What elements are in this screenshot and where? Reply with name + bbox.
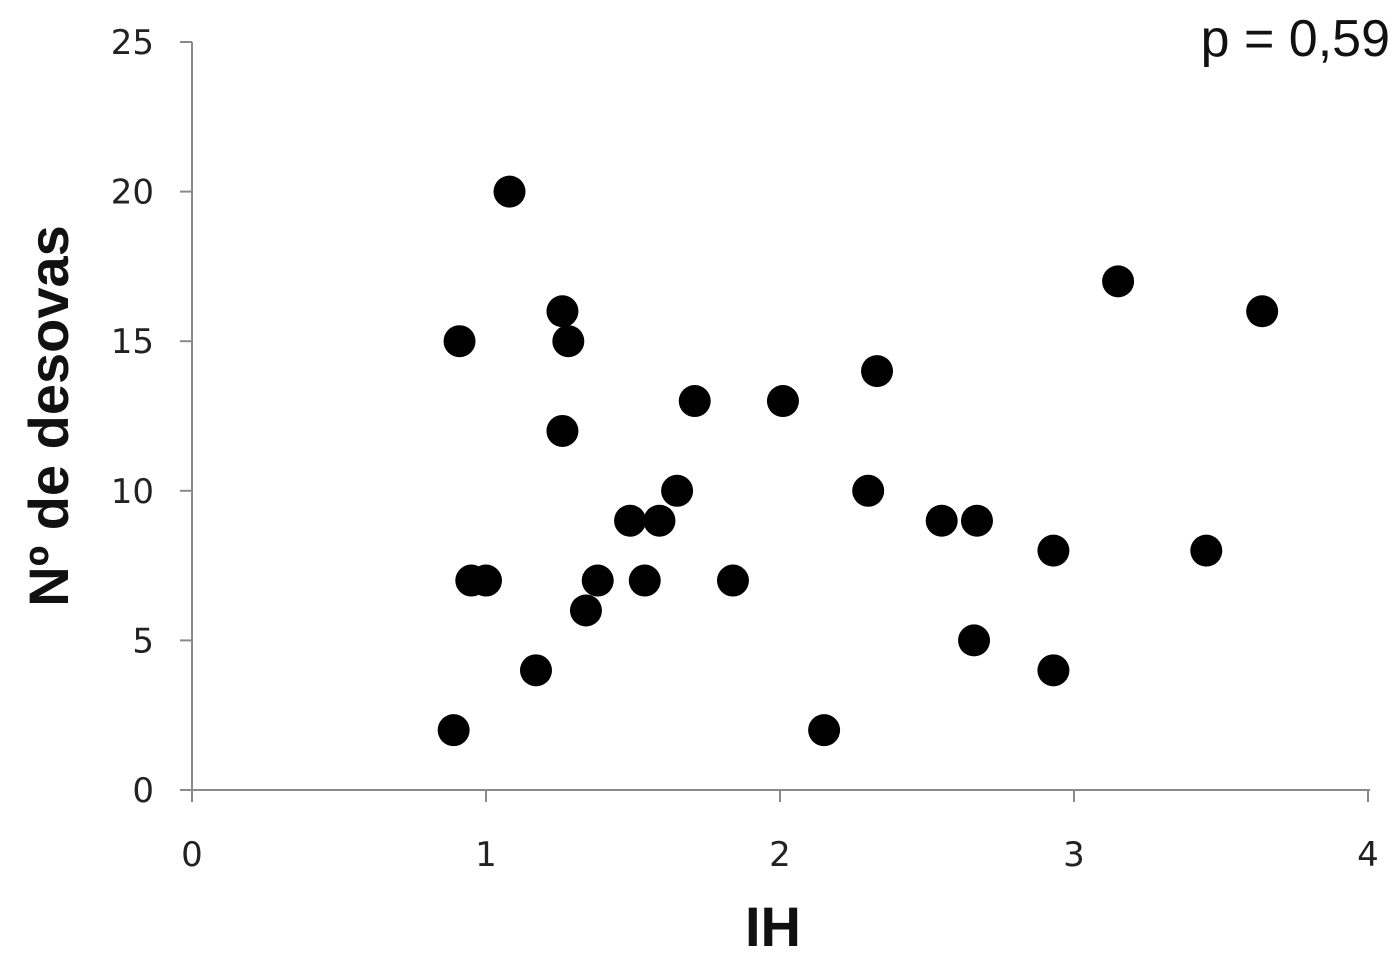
scatter-point xyxy=(470,564,502,597)
scatter-point xyxy=(519,654,552,687)
x-tick-label: 3 xyxy=(1063,835,1085,875)
scatter-point xyxy=(808,714,841,747)
scatter-point xyxy=(1037,534,1070,567)
scatter-point xyxy=(546,414,579,447)
y-tick-label: 10 xyxy=(111,472,154,512)
x-tick-label: 4 xyxy=(1357,835,1379,875)
y-axis-title: Nº de desovas xyxy=(17,225,80,607)
y-tick-label: 25 xyxy=(111,23,154,63)
scatter-point xyxy=(861,355,894,388)
x-axis-title: IH xyxy=(745,895,801,953)
scatter-point xyxy=(1102,265,1135,298)
y-tick-label: 5 xyxy=(132,621,154,661)
y-tick-label: 20 xyxy=(111,173,154,213)
x-tick-label: 0 xyxy=(181,835,203,875)
x-tick-label: 2 xyxy=(769,835,791,875)
scatter-point xyxy=(1246,295,1279,328)
y-tick-label: 0 xyxy=(132,771,154,811)
scatter-point xyxy=(925,504,958,537)
scatter-point xyxy=(493,175,526,208)
scatter-point xyxy=(443,325,476,358)
axes xyxy=(180,42,1370,791)
scatter-point xyxy=(552,325,585,358)
data-points xyxy=(437,175,1279,747)
scatter-point xyxy=(661,474,694,507)
scatter-point xyxy=(766,385,799,418)
scatter-point xyxy=(958,624,991,657)
scatter-point xyxy=(437,714,470,747)
scatter-point xyxy=(1190,534,1223,567)
scatter-point xyxy=(852,474,885,507)
scatter-point xyxy=(614,504,647,537)
scatter-point xyxy=(628,564,661,597)
x-tick-label: 1 xyxy=(475,835,497,875)
p-value-annotation: p = 0,59 xyxy=(1201,10,1390,68)
scatter-point xyxy=(643,504,676,537)
scatter-point xyxy=(1037,654,1070,687)
scatter-point xyxy=(569,594,602,627)
y-tick-label: 15 xyxy=(111,322,154,362)
scatter-point xyxy=(960,504,993,537)
scatter-point xyxy=(716,564,749,597)
scatter-point xyxy=(678,385,711,418)
scatter-point xyxy=(546,295,579,328)
scatter-point xyxy=(581,564,614,597)
axis-ticks: 0 5 10 15 20 25 0 1 2 3 4 xyxy=(111,23,1379,875)
